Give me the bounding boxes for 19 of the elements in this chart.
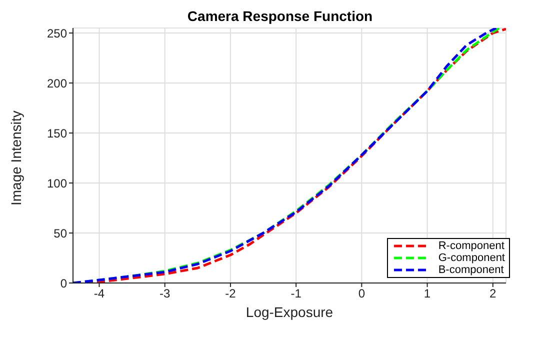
chart-title: Camera Response Function: [186, 8, 374, 24]
y-tick-label: 0: [60, 276, 68, 290]
legend-label: R-component: [438, 240, 504, 252]
y-tick-label: 50: [54, 226, 68, 240]
x-tick-label: -4: [94, 286, 105, 301]
y-tick-label: 200: [46, 76, 68, 90]
x-tick-label: -3: [160, 286, 171, 301]
legend-label: B-component: [438, 264, 504, 276]
x-tick-label: 1: [424, 286, 431, 301]
y-tick-label: 100: [46, 176, 68, 190]
x-tick-label: 2: [490, 286, 497, 301]
x-tick-label: 0: [358, 286, 366, 301]
y-tick-label: 250: [46, 26, 68, 40]
x-tick-label: -2: [225, 286, 236, 301]
y-tick-label: 150: [46, 126, 68, 140]
y-axis-title: Image Intensity: [8, 110, 24, 206]
x-tick-label: -1: [290, 286, 302, 301]
legend-label: G-component: [438, 252, 505, 264]
x-axis-title: Log-Exposure: [246, 304, 334, 320]
